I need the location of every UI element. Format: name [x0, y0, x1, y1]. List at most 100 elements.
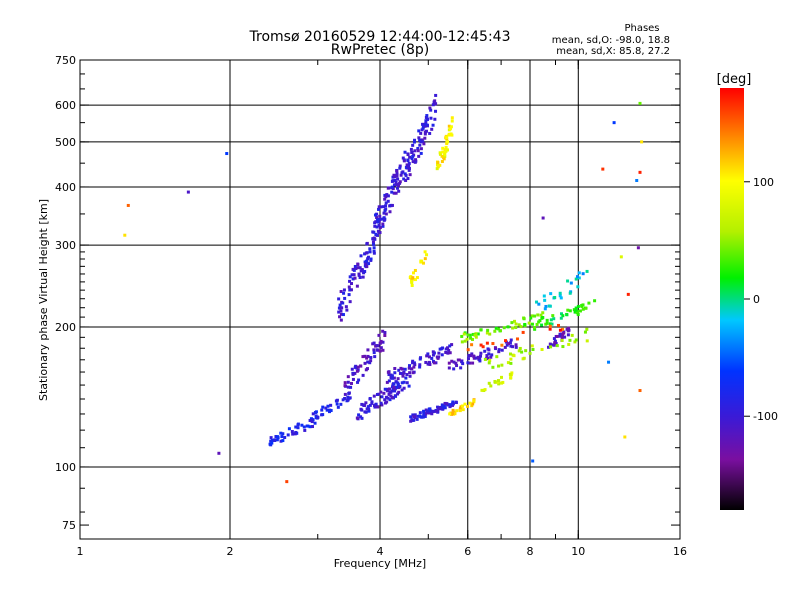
data-point — [341, 313, 345, 317]
data-point — [575, 275, 579, 279]
data-point — [421, 126, 425, 130]
data-point — [522, 316, 526, 320]
data-point — [394, 380, 398, 384]
data-point — [368, 247, 372, 251]
data-point — [410, 157, 414, 161]
data-point — [393, 371, 397, 375]
data-point — [395, 174, 399, 178]
data-point — [348, 300, 352, 304]
data-point — [342, 288, 346, 292]
data-point — [417, 129, 421, 133]
data-point — [544, 304, 548, 308]
data-point — [350, 273, 354, 277]
data-point — [427, 355, 431, 359]
data-point — [408, 371, 412, 375]
data-point — [419, 356, 423, 360]
data-point — [431, 353, 435, 357]
data-point — [341, 301, 345, 305]
data-point — [430, 356, 434, 360]
data-point — [418, 411, 422, 415]
data-point — [446, 351, 450, 355]
data-point — [396, 382, 400, 386]
data-point — [523, 323, 527, 327]
data-point — [355, 284, 359, 288]
data-point — [509, 344, 513, 348]
data-point — [383, 333, 387, 337]
data-point — [414, 159, 418, 163]
data-point — [441, 406, 445, 410]
data-point — [552, 317, 556, 321]
data-point — [408, 374, 412, 378]
data-point — [411, 160, 415, 164]
x-tick-label: 16 — [673, 545, 687, 558]
data-point — [424, 119, 428, 123]
data-point — [574, 306, 578, 310]
data-point — [459, 405, 463, 409]
data-point — [313, 421, 317, 425]
data-point — [619, 255, 623, 259]
data-point — [410, 418, 414, 422]
data-point — [390, 185, 394, 189]
data-point — [348, 396, 352, 400]
data-point — [545, 318, 549, 322]
data-point — [407, 168, 411, 172]
data-point — [478, 359, 482, 363]
data-point — [422, 412, 426, 416]
data-point — [450, 403, 454, 407]
y-tick-label: 600 — [55, 99, 76, 112]
data-point — [379, 339, 383, 343]
data-point — [395, 186, 399, 190]
data-point — [364, 401, 368, 405]
data-point — [545, 321, 549, 325]
data-point — [388, 390, 392, 394]
data-point — [357, 378, 361, 382]
data-point — [360, 402, 364, 406]
data-point — [636, 246, 640, 250]
x-axis-label: Frequency [MHz] — [334, 557, 426, 570]
data-point — [376, 218, 380, 222]
data-point — [380, 403, 384, 407]
data-point — [400, 381, 404, 385]
data-point — [528, 351, 532, 355]
data-point — [404, 178, 408, 182]
data-point — [355, 416, 359, 420]
data-point — [340, 306, 344, 310]
data-point — [460, 360, 464, 364]
data-point — [419, 147, 423, 151]
data-point — [383, 197, 387, 201]
data-point — [487, 352, 491, 356]
data-point — [560, 336, 564, 340]
data-point — [557, 323, 561, 327]
data-point — [428, 106, 432, 110]
data-point — [283, 436, 287, 440]
data-point — [296, 426, 300, 430]
data-point — [497, 364, 501, 368]
data-point — [423, 124, 427, 128]
data-point — [347, 293, 351, 297]
data-point — [303, 428, 307, 432]
data-point — [359, 269, 363, 273]
data-point — [335, 402, 339, 406]
data-point — [421, 415, 425, 419]
data-point — [309, 418, 313, 422]
data-point — [412, 361, 416, 365]
data-point — [421, 125, 425, 129]
data-point — [383, 331, 387, 335]
data-point — [409, 147, 413, 151]
data-point — [279, 431, 283, 435]
data-point — [520, 350, 524, 354]
data-point — [443, 406, 447, 410]
data-point — [511, 326, 515, 330]
data-point — [366, 255, 370, 259]
data-point — [371, 237, 375, 241]
data-point — [434, 109, 438, 113]
data-point — [491, 365, 495, 369]
data-point — [532, 326, 536, 330]
data-point — [504, 339, 508, 343]
data-point — [395, 169, 399, 173]
data-point — [514, 325, 518, 329]
data-point — [413, 149, 417, 153]
data-point — [466, 333, 470, 337]
data-point — [380, 395, 384, 399]
